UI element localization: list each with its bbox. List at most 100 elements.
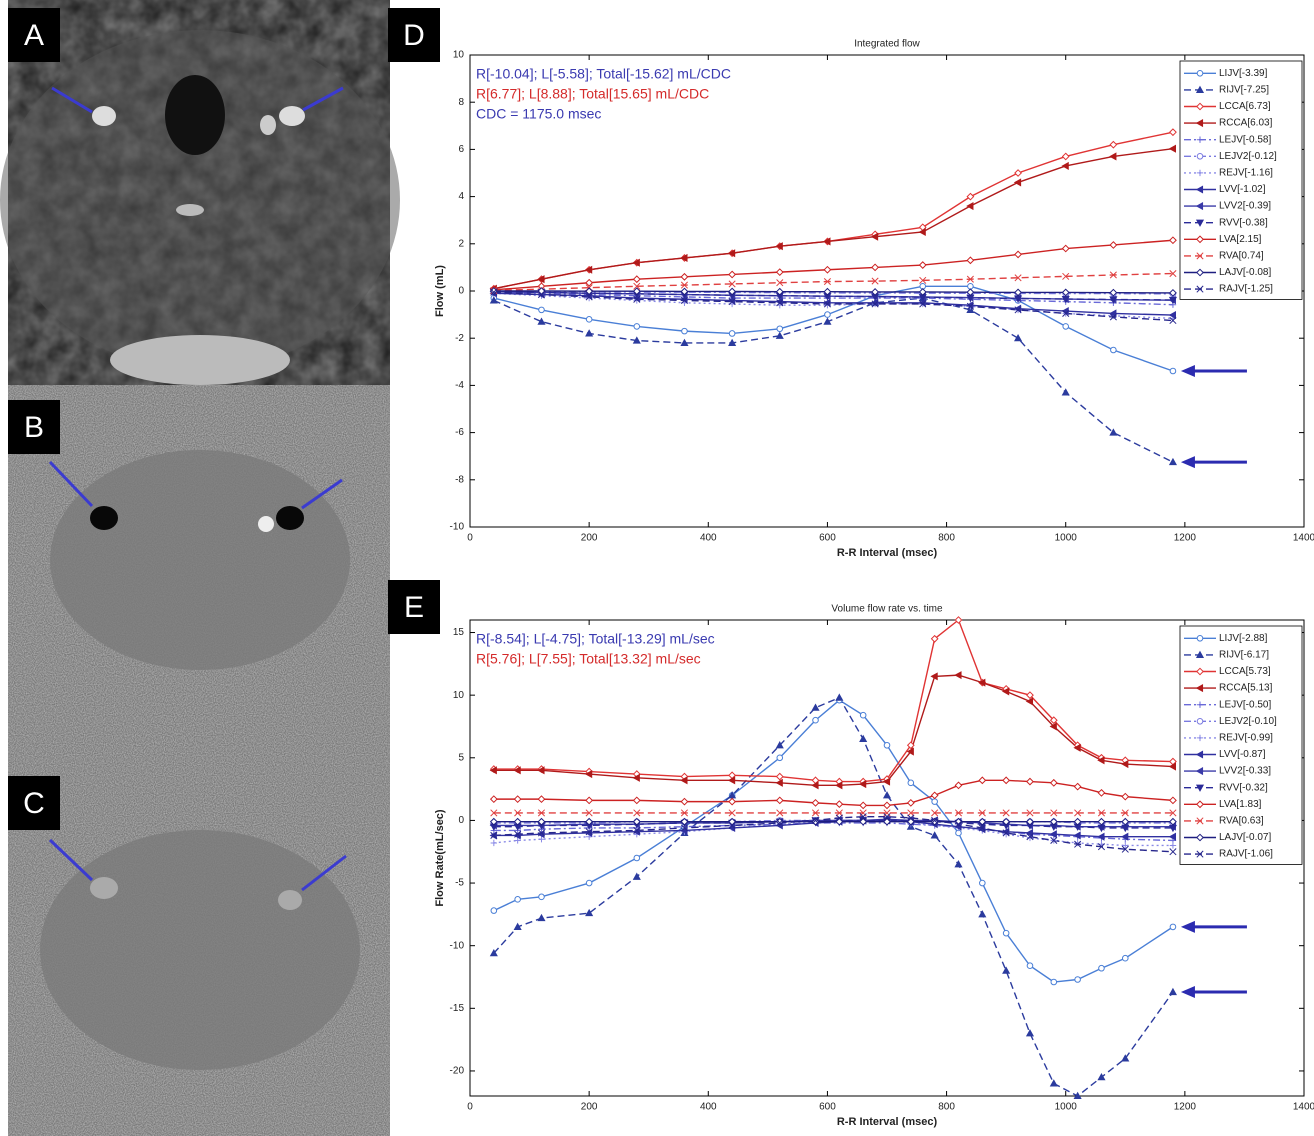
- marker: [1109, 313, 1117, 321]
- marker: [1074, 976, 1081, 983]
- y-tick-label: -20: [450, 1066, 465, 1077]
- marker: [513, 795, 522, 804]
- marker: [1002, 829, 1010, 837]
- marker: [1109, 296, 1118, 304]
- marker: [907, 814, 915, 822]
- legend-label: RVA[0.63]: [1219, 816, 1264, 827]
- marker: [1196, 102, 1204, 111]
- marker: [1168, 762, 1176, 771]
- marker: [1195, 767, 1204, 776]
- legend-label: LVA[1.83]: [1219, 799, 1262, 810]
- legend-label: LCCA[5.73]: [1219, 666, 1271, 677]
- x-axis-label: R-R Interval (msec): [837, 1116, 938, 1128]
- legend-label: LVV[-1.02]: [1219, 184, 1266, 195]
- marker: [966, 201, 974, 211]
- marker: [632, 796, 641, 805]
- y-tick-label: -4: [455, 380, 464, 391]
- marker: [978, 817, 987, 826]
- marker: [1195, 784, 1205, 792]
- marker: [680, 272, 689, 281]
- marker: [1121, 845, 1129, 853]
- marker: [728, 330, 736, 337]
- marker: [812, 716, 819, 724]
- marker: [1168, 144, 1176, 153]
- marker: [1074, 809, 1082, 817]
- marker: [859, 801, 868, 810]
- marker: [1196, 635, 1204, 642]
- x-tick-label: 0: [467, 1102, 473, 1113]
- legend-label: REJV[-1.16]: [1219, 168, 1273, 179]
- legend-label: LEJV2[-0.12]: [1219, 151, 1277, 162]
- panel-b-image: [8, 385, 390, 760]
- marker: [1196, 153, 1204, 160]
- marker: [632, 275, 641, 284]
- panel-label: A: [24, 19, 44, 52]
- marker: [728, 298, 736, 306]
- marker: [918, 227, 926, 237]
- marker: [978, 678, 986, 687]
- panel-label-box: [8, 400, 60, 454]
- marker: [776, 299, 784, 307]
- marker: [967, 282, 974, 290]
- marker: [1195, 119, 1204, 128]
- arrow-head: [1180, 456, 1195, 469]
- marker: [1195, 684, 1204, 693]
- marker: [537, 809, 546, 817]
- marker: [585, 796, 594, 805]
- marker: [1195, 185, 1204, 194]
- marker: [728, 280, 736, 288]
- marker: [1050, 809, 1058, 817]
- marker: [1026, 834, 1034, 842]
- marker: [823, 300, 831, 308]
- marker: [537, 275, 545, 284]
- marker: [1049, 817, 1058, 826]
- marker: [775, 796, 784, 805]
- marker: [1073, 782, 1082, 791]
- marker: [1073, 1091, 1082, 1100]
- marker: [871, 263, 879, 272]
- marker: [1196, 817, 1204, 825]
- marker: [775, 741, 784, 749]
- marker: [811, 798, 820, 807]
- marker: [775, 778, 783, 787]
- marker: [489, 948, 498, 957]
- marker: [931, 809, 939, 817]
- marker: [1168, 296, 1177, 305]
- marker: [514, 896, 521, 903]
- marker: [954, 809, 963, 817]
- marker: [1196, 850, 1204, 858]
- marker: [585, 908, 594, 917]
- marker: [966, 305, 975, 313]
- annotation: R[6.77]; L[8.88]; Total[15.65] mL/CDC: [476, 86, 709, 102]
- marker: [537, 795, 546, 804]
- marker: [680, 287, 689, 296]
- x-tick-label: 800: [938, 533, 955, 544]
- marker: [514, 809, 522, 817]
- marker: [633, 295, 641, 303]
- marker: [1025, 1029, 1035, 1037]
- marker: [514, 837, 521, 844]
- legend-label: RIJV[-6.17]: [1219, 650, 1269, 661]
- marker: [811, 809, 820, 817]
- marker: [728, 821, 736, 829]
- marker: [1061, 295, 1070, 304]
- marker: [1026, 833, 1034, 841]
- marker: [1073, 831, 1081, 840]
- marker: [585, 828, 593, 836]
- marker: [1196, 235, 1204, 244]
- marker: [966, 275, 974, 283]
- marker: [1196, 136, 1204, 143]
- marker: [835, 800, 844, 809]
- marker: [489, 817, 498, 826]
- marker: [918, 261, 927, 269]
- x-tick-label: 1200: [1174, 1102, 1197, 1113]
- marker: [907, 809, 915, 817]
- marker: [538, 306, 545, 314]
- marker: [871, 277, 879, 285]
- marker: [1073, 817, 1082, 826]
- marker: [585, 879, 593, 887]
- marker: [728, 338, 737, 346]
- marker: [1109, 152, 1117, 161]
- marker: [1049, 778, 1058, 787]
